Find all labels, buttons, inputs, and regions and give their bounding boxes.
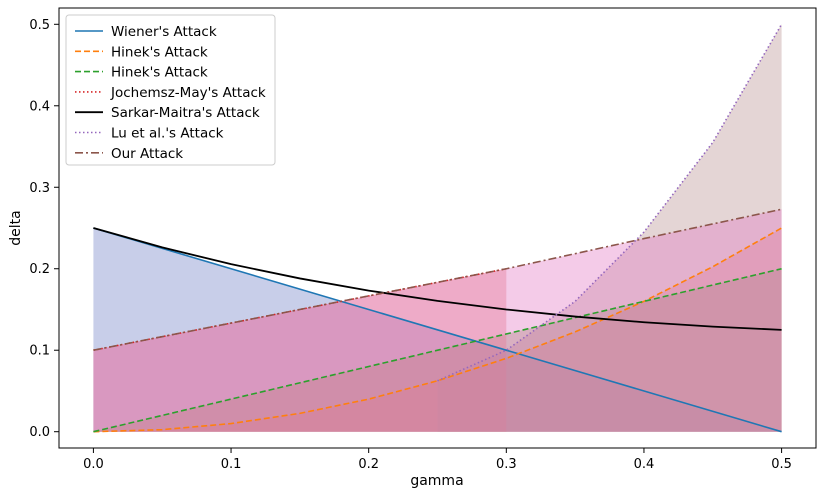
- y-axis-label: delta: [8, 210, 24, 245]
- axes: [58, 7, 817, 449]
- series-line-1: [93, 227, 782, 433]
- legend-label-1: Hinek's Attack: [111, 44, 208, 60]
- plot-frame: [58, 7, 817, 449]
- x-tick-label: 0.5: [771, 457, 792, 472]
- y-tick-label: 0.4: [29, 99, 50, 114]
- legend-label-5: Lu et al.'s Attack: [111, 126, 224, 142]
- legend-label-6: Our Attack: [111, 146, 183, 162]
- x-tick-label: 0.0: [83, 457, 104, 472]
- y-tick-label: 0.5: [29, 18, 50, 33]
- series-line-5: [437, 23, 783, 382]
- series-line-2: [93, 267, 782, 433]
- x-tick-label: 0.1: [221, 457, 242, 472]
- y-tick-label: 0.1: [29, 344, 50, 359]
- x-axis-ticks: 0.0 0.1 0.2 0.3 0.4 0.5: [83, 448, 792, 472]
- legend-label-3: Jochemsz-May's Attack: [110, 85, 266, 101]
- y-tick-label: 0.0: [29, 425, 50, 440]
- series-line-6: [93, 208, 782, 352]
- y-tick-label: 0.2: [29, 262, 50, 277]
- area-fill-6: [93, 209, 782, 432]
- x-tick-label: 0.2: [358, 457, 379, 472]
- y-tick-label: 0.3: [29, 181, 50, 196]
- y-axis-ticks: 0.0 0.1 0.2 0.3 0.4 0.5: [29, 18, 59, 440]
- area-fill-5: [437, 24, 782, 432]
- series-line-0: [93, 227, 782, 433]
- legend-label-0: Wiener's Attack: [111, 24, 217, 40]
- legend: Wiener's Attack Hinek's Attack Hinek's Att…: [65, 14, 276, 166]
- legend-label-4: Sarkar-Maitra's Attack: [111, 105, 260, 121]
- x-axis-label: gamma: [410, 473, 463, 489]
- x-tick-label: 0.3: [496, 457, 517, 472]
- series-lines: [93, 23, 783, 433]
- area-fill-3: [93, 268, 507, 432]
- series-line-4: [93, 227, 782, 331]
- x-tick-label: 0.4: [634, 457, 655, 472]
- legend-box: [65, 14, 276, 166]
- legend-label-2: Hinek's Attack: [111, 65, 208, 81]
